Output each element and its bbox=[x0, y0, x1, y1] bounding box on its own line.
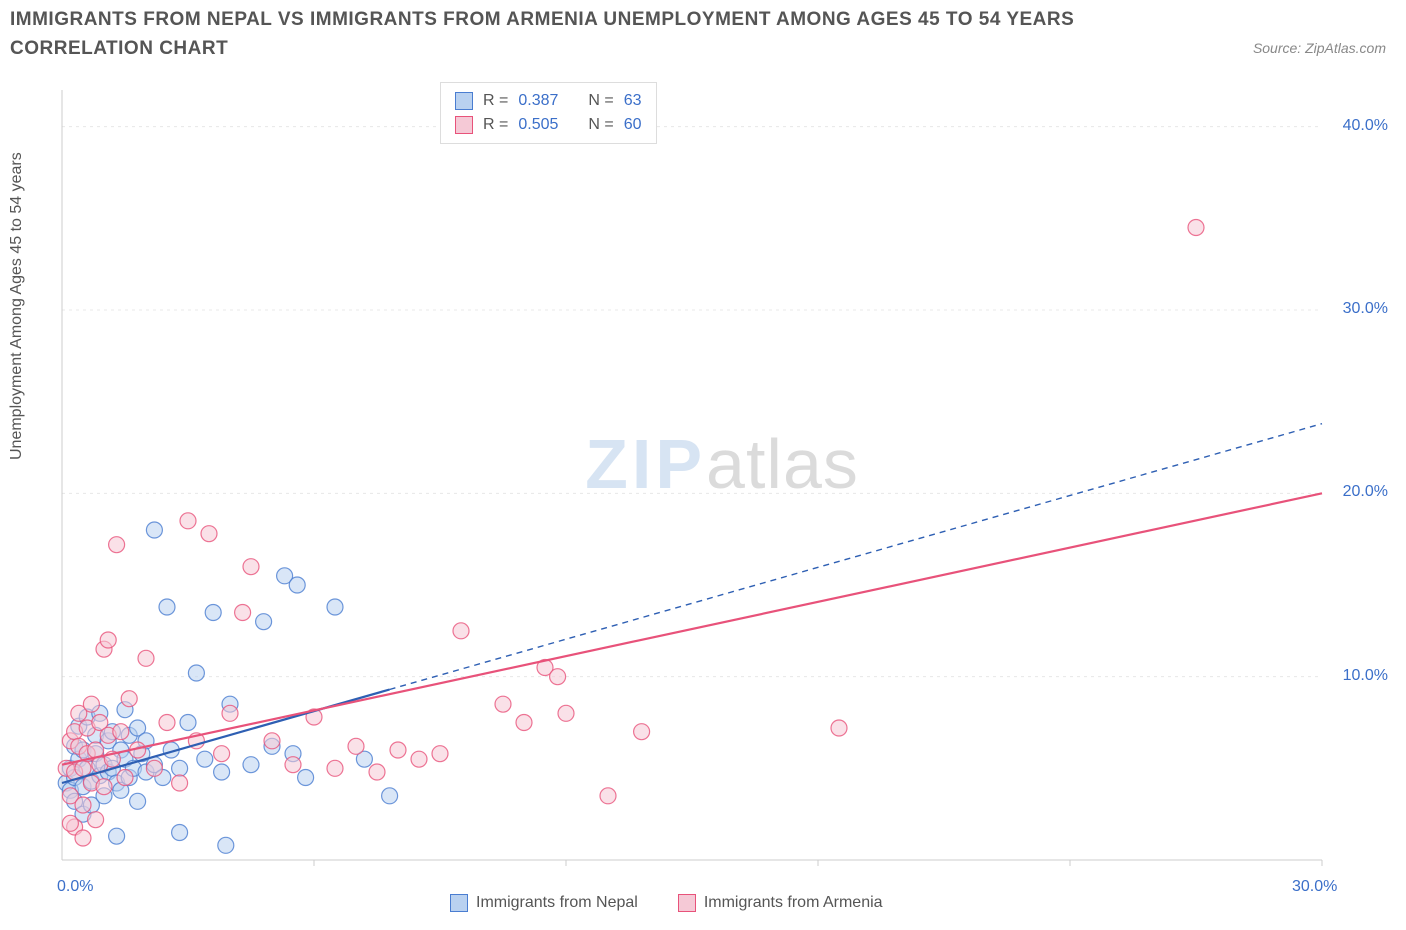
legend-swatch-armenia bbox=[678, 894, 696, 912]
y-tick-label: 40.0% bbox=[1343, 117, 1388, 135]
source-attribution: Source: ZipAtlas.com bbox=[1253, 40, 1386, 56]
legend-r-label: R = bbox=[483, 113, 508, 137]
legend-swatch-nepal bbox=[450, 894, 468, 912]
legend-label-nepal: Immigrants from Nepal bbox=[476, 894, 638, 912]
legend-r-armenia: 0.505 bbox=[518, 113, 558, 137]
legend-label-armenia: Immigrants from Armenia bbox=[704, 894, 883, 912]
chart-container: IMMIGRANTS FROM NEPAL VS IMMIGRANTS FROM… bbox=[0, 0, 1406, 930]
legend-item-armenia: Immigrants from Armenia bbox=[678, 894, 883, 912]
y-axis-label: Unemployment Among Ages 45 to 54 years bbox=[8, 152, 26, 460]
legend-item-nepal: Immigrants from Nepal bbox=[450, 894, 638, 912]
legend-r-label: R = bbox=[483, 89, 508, 113]
legend-n-label: N = bbox=[588, 89, 613, 113]
legend-n-armenia: 60 bbox=[624, 113, 642, 137]
legend-row-armenia: R = 0.505 N = 60 bbox=[455, 113, 642, 137]
legend-n-label: N = bbox=[588, 113, 613, 137]
y-tick-label: 10.0% bbox=[1343, 667, 1388, 685]
legend-swatch-nepal bbox=[455, 92, 473, 110]
legend-swatch-armenia bbox=[455, 116, 473, 134]
plot-svg bbox=[52, 80, 1392, 880]
legend-correlation-box: R = 0.387 N = 63 R = 0.505 N = 60 bbox=[440, 82, 657, 144]
y-tick-label: 30.0% bbox=[1343, 300, 1388, 318]
legend-series: Immigrants from Nepal Immigrants from Ar… bbox=[450, 894, 883, 912]
x-tick-label: 30.0% bbox=[1292, 878, 1337, 896]
chart-title: IMMIGRANTS FROM NEPAL VS IMMIGRANTS FROM… bbox=[10, 6, 1110, 63]
y-tick-label: 20.0% bbox=[1343, 483, 1388, 501]
legend-row-nepal: R = 0.387 N = 63 bbox=[455, 89, 642, 113]
legend-r-nepal: 0.387 bbox=[518, 89, 558, 113]
x-tick-label: 0.0% bbox=[57, 878, 93, 896]
legend-n-nepal: 63 bbox=[624, 89, 642, 113]
plot-area: ZIPatlas bbox=[52, 80, 1392, 880]
